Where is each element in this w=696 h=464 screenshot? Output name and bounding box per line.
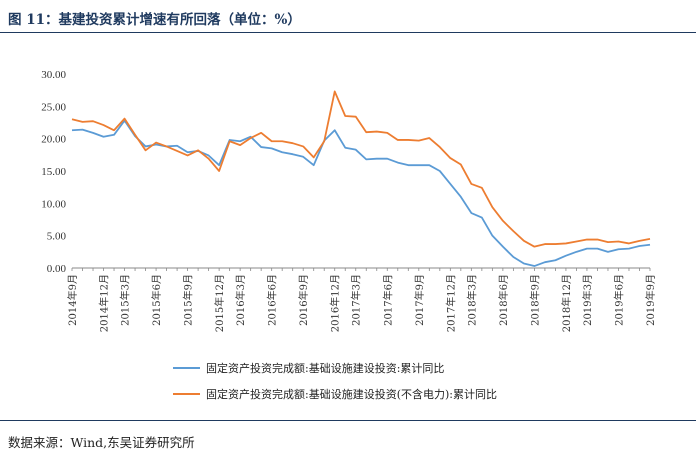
x-tick-label: 2017年12月	[444, 274, 457, 332]
x-tick-label: 2017年6月	[381, 274, 394, 326]
x-tick-label: 2018年3月	[465, 274, 478, 326]
y-tick-label: 30.00	[41, 69, 66, 81]
chart-legend: 固定资产投资完成额:基础设施建设投资:累计同比固定资产投资完成额:基础设施建设投…	[173, 361, 497, 401]
x-tick-label: 2019年6月	[612, 274, 625, 326]
x-tick-label: 2014年12月	[98, 274, 111, 332]
y-tick-label: 25.00	[41, 101, 66, 113]
chart-axes: 0.00 5.00 10.00 15.00 20.00 25.00 30.00 2014年9月…	[41, 69, 657, 332]
title-divider	[0, 32, 696, 33]
x-tick-label: 2019年9月	[644, 274, 657, 326]
legend-label-1: 固定资产投资完成额:基础设施建设投资:累计同比	[206, 361, 444, 375]
x-tick-label: 2018年9月	[528, 274, 541, 326]
x-tick-label: 2015年6月	[150, 274, 163, 326]
figure-title: 图 11：基建投资累计增速有所回落（单位：%）	[8, 12, 301, 28]
x-tick-label: 2015年9月	[182, 274, 195, 326]
x-tick-label: 2016年6月	[266, 274, 279, 326]
y-tick-label: 20.00	[41, 134, 66, 146]
y-tick-label: 15.00	[41, 166, 66, 178]
x-tick-label: 2018年6月	[497, 274, 510, 326]
x-tick-label: 2016年9月	[297, 274, 310, 326]
x-tick-label: 2017年3月	[350, 274, 363, 326]
chart-series	[71, 90, 651, 267]
legend-label-2: 固定资产投资完成额:基础设施建设投资(不含电力):累计同比	[206, 387, 497, 401]
chart-canvas: 0.00 5.00 10.00 15.00 20.00 25.00 30.00 2014年9月…	[41, 69, 657, 401]
source-note: 数据来源：Wind,东吴证券研究所	[8, 435, 195, 450]
y-tick-label: 5.00	[47, 231, 67, 243]
x-tick-label: 2016年3月	[234, 274, 247, 326]
x-tick-label: 2018年12月	[560, 274, 573, 332]
y-tick-label: 0.00	[47, 263, 67, 275]
x-tick-label: 2015年3月	[119, 274, 132, 326]
y-tick-label: 10.00	[41, 198, 66, 210]
x-tick-label: 2017年9月	[413, 274, 426, 326]
x-tick-label: 2016年12月	[329, 274, 342, 332]
x-tick-label: 2015年12月	[213, 274, 226, 332]
source-divider	[0, 420, 696, 421]
x-tick-label: 2019年3月	[581, 274, 594, 326]
series-line-2	[71, 90, 651, 248]
x-tick-label: 2014年9月	[66, 274, 79, 326]
